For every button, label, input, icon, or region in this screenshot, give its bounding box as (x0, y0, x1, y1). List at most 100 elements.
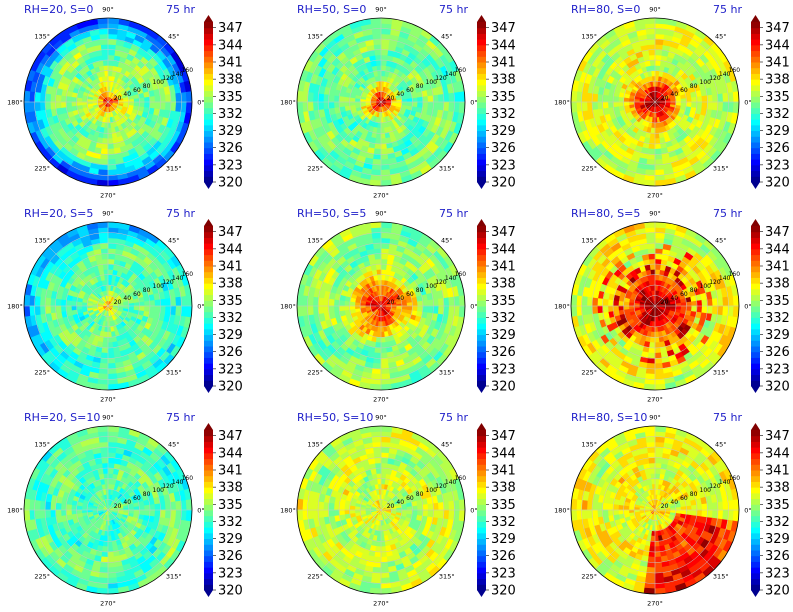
colorbar-step (204, 351, 213, 358)
heat-cell (654, 59, 661, 66)
angle-label: 0° (197, 303, 204, 311)
grid-spoke (48, 42, 109, 103)
heat-cell (652, 112, 656, 119)
heat-cell (654, 33, 665, 40)
colorbar-step (477, 142, 486, 149)
heat-cell (380, 274, 386, 281)
heat-cell (377, 122, 382, 129)
heat-cell (60, 299, 67, 307)
heat-cell (380, 242, 390, 250)
heat-cell (717, 92, 724, 103)
colorbar-step (751, 119, 760, 126)
heat-cell (417, 101, 424, 108)
heat-cell (711, 93, 719, 103)
heat-cell (427, 101, 434, 110)
heat-cell (647, 247, 656, 255)
heat-cell (654, 263, 661, 270)
angle-label: 270° (100, 192, 116, 200)
heat-cell (100, 357, 109, 365)
heat-cell (44, 101, 52, 111)
colorbar-step (477, 231, 486, 238)
colorbar-step (477, 368, 486, 376)
heat-cell (380, 279, 385, 286)
heat-cell (654, 143, 662, 150)
colorbar-tick-label: 323 (218, 158, 243, 173)
heat-cell (607, 95, 614, 103)
colorbar-tick-label: 335 (765, 90, 790, 105)
heat-cell (417, 305, 424, 312)
heat-cell (98, 232, 109, 239)
colorbar-tick-label: 323 (765, 158, 790, 173)
heat-cell (322, 305, 330, 314)
heat-cell (427, 94, 434, 103)
heat-cell (100, 148, 109, 155)
heat-cell (107, 237, 118, 244)
heat-cell (123, 101, 130, 106)
heat-cell (107, 226, 119, 234)
heat-cell (175, 305, 182, 316)
heat-cell (44, 93, 52, 103)
colorbar-step (477, 159, 486, 166)
colorbar-step (477, 136, 486, 143)
colorbar-step (751, 113, 760, 120)
heat-cell (617, 300, 625, 307)
colorbar-step (477, 254, 486, 261)
heat-cell (364, 99, 371, 103)
colorbar-step (751, 96, 760, 103)
heat-cell (104, 122, 109, 129)
radial-label: 20 (387, 299, 395, 306)
heat-cell (107, 352, 116, 359)
heat-cell (654, 279, 659, 286)
colorbar-step (204, 243, 213, 250)
heat-cell (591, 93, 599, 103)
heat-cell (96, 179, 109, 186)
heat-cell (24, 90, 31, 103)
heat-cell (34, 101, 41, 112)
heat-cell (312, 305, 319, 316)
heat-cell (149, 299, 156, 307)
heat-cell (39, 101, 46, 112)
heat-cell (380, 373, 391, 380)
radial-label: 80 (690, 83, 698, 90)
grid-spoke (380, 42, 441, 103)
heat-cell (596, 101, 604, 110)
heat-cell (118, 305, 125, 309)
heat-cell (328, 101, 335, 110)
heat-cell (55, 101, 62, 110)
angle-label: 225° (307, 164, 323, 172)
heat-cell (380, 226, 392, 234)
colorbar-step (204, 27, 213, 34)
heat-cell (301, 305, 309, 317)
heat-cell (104, 321, 109, 328)
colorbar-tick-label: 347 (218, 225, 243, 240)
heat-cell (437, 297, 445, 307)
angle-label: 45° (168, 33, 180, 41)
heat-cell (581, 305, 588, 316)
heat-cell (654, 284, 659, 291)
angle-label: 135° (581, 33, 597, 41)
colorbar-step (477, 84, 486, 92)
heat-cell (107, 258, 115, 265)
colorbar-step (204, 271, 213, 278)
heat-cell (654, 153, 663, 161)
heat-cell (377, 326, 382, 333)
heat-cell (372, 158, 382, 166)
colorbar-step (204, 119, 213, 126)
colorbar-tick-label: 326 (218, 141, 243, 156)
heat-cell (107, 22, 119, 30)
heat-cell (369, 179, 382, 186)
angle-label: 225° (307, 368, 323, 376)
angle-label: 45° (168, 237, 180, 245)
heat-cell (370, 22, 382, 30)
colorbar-tick-label: 323 (491, 362, 516, 377)
heat-cell (107, 242, 117, 250)
heat-cell (411, 101, 419, 108)
heat-cell (647, 43, 656, 51)
colorbar-step (477, 328, 486, 336)
heat-cell (396, 305, 403, 310)
colorbar-step (204, 368, 213, 376)
heat-cell (138, 305, 146, 312)
radial-label: 80 (143, 83, 151, 90)
colorbar-extend-min (751, 182, 760, 189)
heat-cell (91, 303, 98, 307)
